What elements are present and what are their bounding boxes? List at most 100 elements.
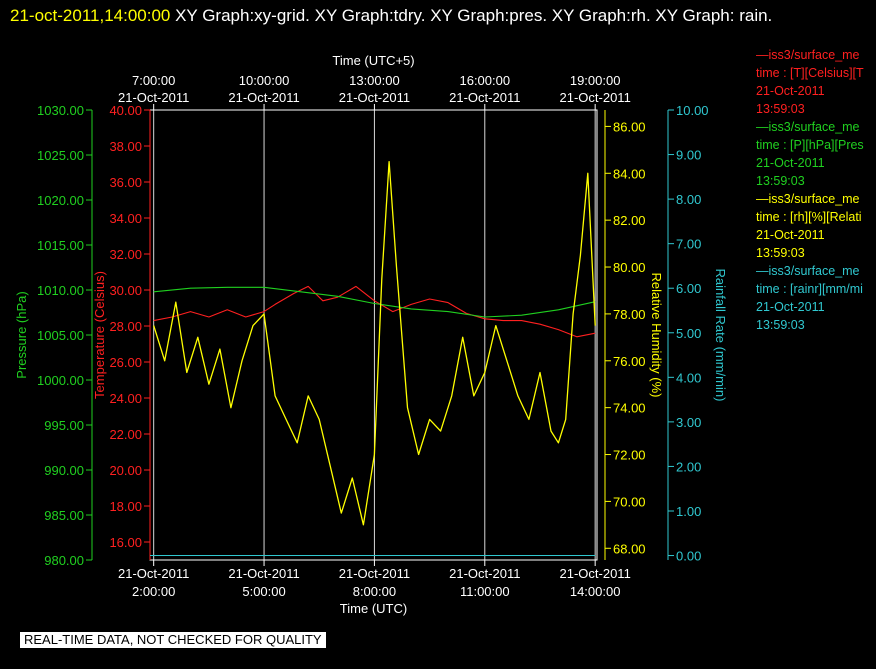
x-tick-top-label-time: 10:00:00 (239, 73, 290, 88)
pressure-tick-label: 990.00 (44, 463, 84, 478)
pressure-tick-label: 1015.00 (37, 238, 84, 253)
legend-line4: 13:59:03 (756, 318, 805, 332)
x-tick-label-time: 11:00:00 (460, 584, 510, 599)
humidity-tick-label: 86.00 (613, 119, 646, 134)
temperature-tick-label: 18.00 (109, 499, 142, 514)
pressure-tick-label: 1000.00 (37, 373, 84, 388)
pressure-tick-label: 1020.00 (37, 193, 84, 208)
rainfall-tick-label: 10.00 (676, 103, 709, 118)
pressure-tick-label: 1025.00 (37, 148, 84, 163)
legend-line1: —iss3/surface_me (756, 120, 860, 134)
rainfall-tick-label: 9.00 (676, 148, 701, 163)
legend-pressure: —iss3/surface_me time : [P][hPa][Pres 21… (756, 118, 876, 190)
x-tick-top-label-date: 21-Oct-2011 (339, 90, 410, 105)
legend-line1: —iss3/surface_me (756, 48, 860, 62)
temperature-tick-label: 16.00 (109, 535, 142, 550)
x-tick-top-label-date: 21-Oct-2011 (560, 90, 631, 105)
humidity-axis-label: Relative Humidity (%) (649, 273, 664, 398)
rainfall-axis-label: Rainfall Rate (mm/min) (713, 269, 728, 402)
rainfall-tick-label: 4.00 (676, 370, 701, 385)
humidity-tick-label: 72.00 (613, 448, 646, 463)
rainfall-tick-label: 3.00 (676, 415, 701, 430)
rainfall-tick-label: 2.00 (676, 459, 701, 474)
pressure-tick-label: 1030.00 (37, 103, 84, 118)
legend-line4: 13:59:03 (756, 102, 805, 116)
temperature-tick-label: 20.00 (109, 463, 142, 478)
rainfall-tick-label: 6.00 (676, 281, 701, 296)
humidity-tick-label: 70.00 (613, 494, 646, 509)
temperature-tick-label: 40.00 (109, 103, 142, 118)
x-tick-label-date: 21-Oct-2011 (560, 566, 631, 581)
rainfall-tick-label: 7.00 (676, 237, 701, 252)
graph-title: 21-oct-2011,14:00:00 XY Graph:xy-grid. X… (10, 2, 860, 30)
rainfall-tick-label: 1.00 (676, 504, 701, 519)
x-tick-label-time: 8:00:00 (353, 584, 396, 599)
x-tick-top-label-time: 19:00:00 (570, 73, 621, 88)
legend-line3: 21-Oct-2011 (756, 156, 825, 170)
humidity-tick-label: 78.00 (613, 307, 646, 322)
quality-notice: REAL-TIME DATA, NOT CHECKED FOR QUALITY (20, 632, 326, 648)
legend-line3: 21-Oct-2011 (756, 228, 825, 242)
temperature-series-line (153, 285, 596, 338)
rainfall-tick-label: 0.00 (676, 549, 701, 564)
x-tick-label-time: 14:00:00 (570, 584, 621, 599)
legend-line2: time : [P][hPa][Pres (756, 138, 864, 152)
x-tick-label-date: 21-Oct-2011 (228, 566, 299, 581)
temperature-tick-label: 30.00 (109, 283, 142, 298)
humidity-tick-label: 68.00 (613, 541, 646, 556)
humidity-tick-label: 76.00 (613, 354, 646, 369)
x-tick-top-label-time: 13:00:00 (349, 73, 400, 88)
legend-rainfall: —iss3/surface_me time : [rainr][mm/mi 21… (756, 262, 876, 334)
legend-line2: time : [T][Celsius][T (756, 66, 864, 80)
legend-line3: 21-Oct-2011 (756, 300, 825, 314)
rainfall-tick-label: 8.00 (676, 192, 701, 207)
x-tick-label-time: 5:00:00 (242, 584, 285, 599)
title-timestamp: 21-oct-2011,14:00:00 (10, 6, 171, 25)
humidity-tick-label: 80.00 (613, 260, 646, 275)
temperature-tick-label: 38.00 (109, 139, 142, 154)
x-tick-label-time: 2:00:00 (132, 584, 175, 599)
x-tick-top-label-date: 21-Oct-2011 (228, 90, 299, 105)
pressure-series-line (153, 286, 596, 318)
legend-line3: 21-Oct-2011 (756, 84, 825, 98)
title-text: XY Graph:xy-grid. XY Graph:tdry. XY Grap… (170, 6, 773, 25)
plot-frame (149, 109, 598, 561)
temperature-tick-label: 26.00 (109, 355, 142, 370)
temperature-tick-label: 36.00 (109, 175, 142, 190)
x-tick-label-date: 21-Oct-2011 (339, 566, 410, 581)
x-tick-label-date: 21-Oct-2011 (118, 566, 189, 581)
legend-line2: time : [rainr][mm/mi (756, 282, 863, 296)
pressure-tick-label: 1010.00 (37, 283, 84, 298)
humidity-tick-label: 82.00 (613, 213, 646, 228)
humidity-tick-label: 74.00 (613, 401, 646, 416)
pressure-tick-label: 1005.00 (37, 328, 84, 343)
temperature-tick-label: 22.00 (109, 427, 142, 442)
x-axis-label-top: Time (UTC+5) (332, 53, 414, 68)
pressure-tick-label: 995.00 (44, 418, 84, 433)
pressure-tick-label: 980.00 (44, 553, 84, 568)
pressure-tick-label: 985.00 (44, 508, 84, 523)
pressure-axis-label: Pressure (hPa) (14, 291, 29, 378)
temperature-tick-label: 28.00 (109, 319, 142, 334)
x-tick-label-date: 21-Oct-2011 (449, 566, 520, 581)
temperature-tick-label: 24.00 (109, 391, 142, 406)
humidity-series-line (153, 160, 596, 526)
legend-line1: —iss3/surface_me (756, 192, 860, 206)
temperature-axis-label: Temperature (Celsius) (92, 271, 107, 399)
rainfall-tick-label: 5.00 (676, 326, 701, 341)
legend-line1: —iss3/surface_me (756, 264, 860, 278)
x-tick-top-label-date: 21-Oct-2011 (449, 90, 520, 105)
x-tick-top-label-date: 21-Oct-2011 (118, 90, 189, 105)
legend-line2: time : [rh][%][Relati (756, 210, 862, 224)
x-tick-top-label-time: 7:00:00 (132, 73, 175, 88)
x-axis-label-bottom: Time (UTC) (340, 601, 407, 616)
legend-humidity: —iss3/surface_me time : [rh][%][Relati 2… (756, 190, 876, 262)
x-tick-top-label-time: 16:00:00 (459, 73, 510, 88)
legend-line4: 13:59:03 (756, 174, 805, 188)
legend-temperature: —iss3/surface_me time : [T][Celsius][T 2… (756, 46, 876, 118)
humidity-tick-label: 84.00 (613, 166, 646, 181)
temperature-tick-label: 32.00 (109, 247, 142, 262)
temperature-tick-label: 34.00 (109, 211, 142, 226)
legend-line4: 13:59:03 (756, 246, 805, 260)
